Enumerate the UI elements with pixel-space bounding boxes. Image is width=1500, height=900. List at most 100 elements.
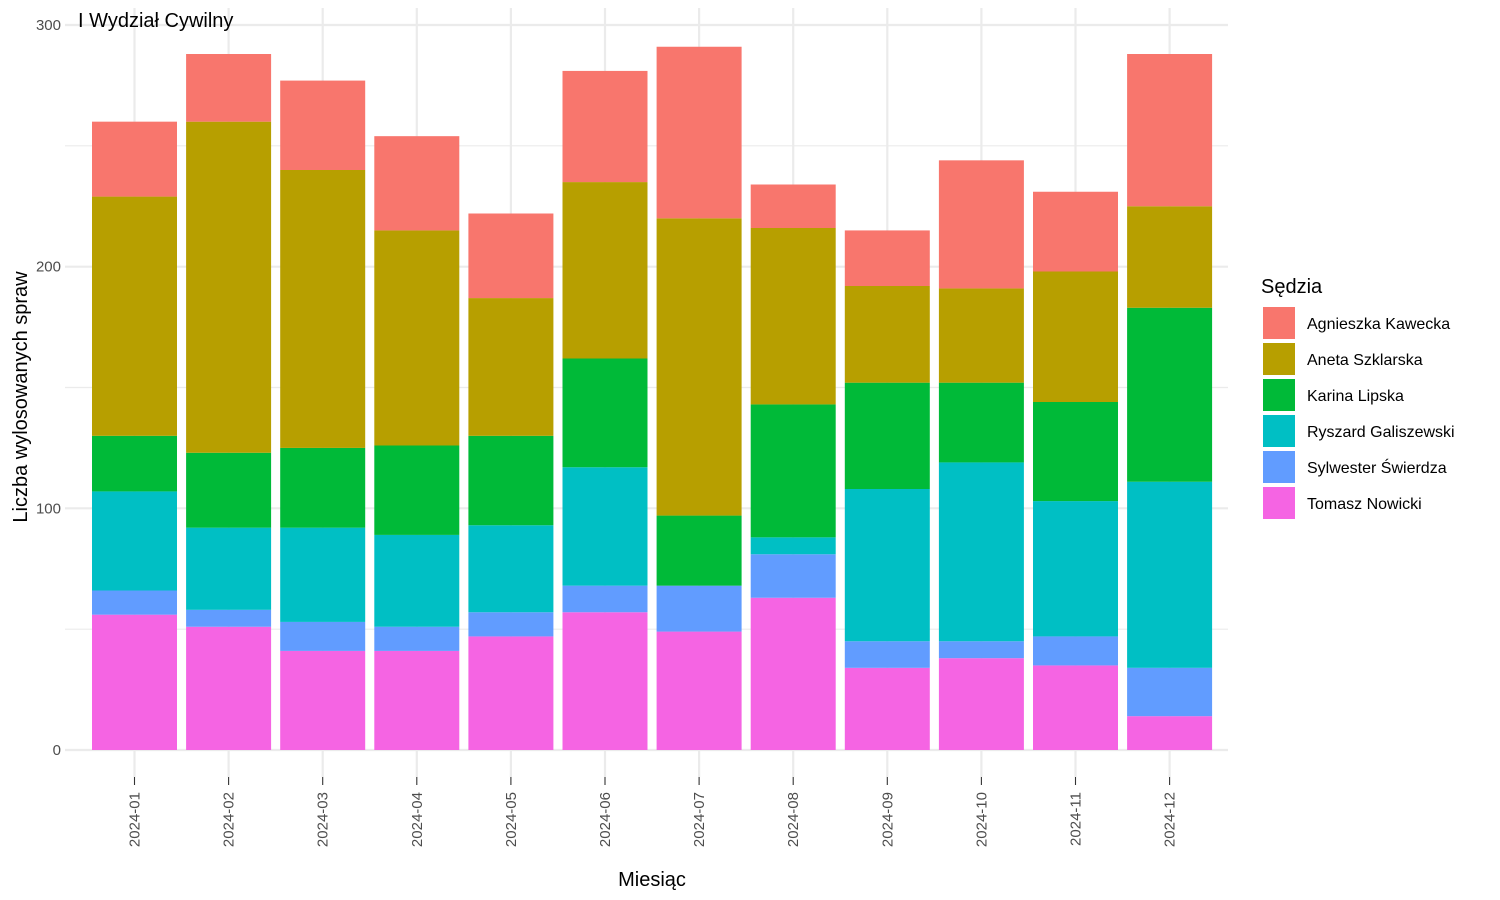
bar-segment [374, 534, 460, 627]
x-axis-title: Miesiąc [618, 869, 686, 891]
bar-segment [562, 182, 648, 359]
legend-swatch [1263, 307, 1295, 339]
x-axis-ticks: 2024-01 2024-02 2024-03 2024-04 2024-05 2024-… [127, 777, 1179, 847]
bar-segment [1033, 636, 1118, 666]
bar-segment [280, 650, 366, 750]
bar-segment [92, 435, 177, 492]
legend-entry-label: Aneta Szklarska [1307, 352, 1423, 369]
bar-segment [938, 288, 1024, 383]
bar-segment [92, 590, 177, 615]
bar-segment [656, 631, 742, 750]
bar-segment [186, 452, 272, 528]
legend-swatch [1263, 487, 1295, 519]
legend-swatch [1263, 451, 1295, 483]
x-tick-label: 2024-01 [127, 792, 144, 847]
bar-segment [468, 298, 554, 436]
bar-segment [468, 435, 554, 526]
legend-swatch [1263, 343, 1295, 375]
bar-segment [1127, 716, 1213, 750]
bar-segment [374, 626, 460, 651]
bar-segment [1033, 501, 1118, 637]
bar-segment [750, 184, 836, 228]
bar-segment [468, 636, 554, 750]
bar-segment [562, 70, 648, 183]
bar-segment [1033, 271, 1118, 402]
bar-segment [468, 213, 554, 299]
bar-segment [92, 196, 177, 436]
bar-segment [656, 585, 742, 632]
bar-segment [938, 462, 1024, 642]
y-axis-title: Liczba wylosowanych spraw [10, 271, 32, 523]
chart-title: I Wydział Cywilny [78, 10, 233, 32]
bar-segment [92, 614, 177, 750]
bar-segment [280, 621, 366, 651]
bar-segment [750, 228, 836, 405]
x-tick-label: 2024-12 [1162, 792, 1179, 847]
x-tick-label: 2024-02 [221, 792, 238, 847]
x-tick-label: 2024-08 [785, 792, 802, 847]
bar-segment [1127, 481, 1213, 668]
x-tick-label: 2024-10 [973, 792, 990, 847]
bar-segment [280, 447, 366, 528]
bar-segment [938, 382, 1024, 463]
bar-segment [656, 46, 742, 219]
x-tick-label: 2024-07 [691, 792, 708, 847]
legend: Sędzia Agnieszka Kawecka Aneta Szklarska K… [1261, 276, 1455, 519]
bar-segment [186, 527, 272, 610]
bar-segment [186, 626, 272, 750]
bar-segment [844, 489, 930, 642]
bar-segment [656, 515, 742, 586]
y-axis-ticks: 0 100 200 300 [36, 17, 61, 759]
x-tick-label: 2024-06 [597, 792, 614, 847]
y-tick-label: 200 [36, 259, 61, 276]
legend-swatch [1263, 415, 1295, 447]
bar-segment [374, 650, 460, 750]
legend-title: Sędzia [1261, 276, 1323, 298]
bar-segment [186, 121, 272, 453]
x-tick-label: 2024-05 [503, 792, 520, 847]
bar-segment [562, 467, 648, 586]
bar-segment [562, 358, 648, 468]
bar-segment [844, 667, 930, 750]
bar-segment [280, 80, 366, 170]
x-tick-label: 2024-04 [409, 792, 426, 847]
bar-segment [844, 382, 930, 489]
legend-entry-label: Agnieszka Kawecka [1307, 316, 1450, 333]
bar-segment [468, 525, 554, 613]
bar-segment [1033, 191, 1118, 272]
bar-segment [1127, 206, 1213, 308]
bar-segment [750, 404, 836, 538]
bar-segment [1127, 54, 1213, 207]
bar-segment [1033, 665, 1118, 750]
bar-segment [92, 121, 177, 197]
bar-segment [750, 597, 836, 750]
legend-swatch [1263, 379, 1295, 411]
legend-entry-label: Tomasz Nowicki [1307, 496, 1422, 513]
bar-segment [186, 54, 272, 122]
x-tick-label: 2024-11 [1068, 792, 1085, 846]
bars [92, 46, 1213, 750]
bar-segment [374, 445, 460, 535]
bar-segment [1127, 667, 1213, 717]
bar-segment [938, 641, 1024, 659]
legend-entry-label: Ryszard Galiszewski [1307, 424, 1455, 441]
y-tick-label: 300 [36, 17, 61, 34]
bar-segment [280, 527, 366, 622]
bar-segment [750, 537, 836, 555]
bar-segment [750, 554, 836, 598]
bar-segment [562, 585, 648, 613]
bar-segment [280, 170, 366, 448]
bar-segment [938, 160, 1024, 289]
bar-segment [374, 230, 460, 446]
bar-segment [844, 230, 930, 286]
legend-entry-label: Karina Lipska [1307, 388, 1404, 405]
bar-segment [1127, 307, 1213, 482]
bar-segment [844, 641, 930, 668]
bar-segment [92, 491, 177, 591]
x-tick-label: 2024-09 [879, 792, 896, 847]
bar-segment [844, 286, 930, 383]
bar-segment [468, 612, 554, 637]
bar-segment [938, 658, 1024, 750]
legend-entry-label: Sylwester Świerdza [1307, 458, 1447, 477]
